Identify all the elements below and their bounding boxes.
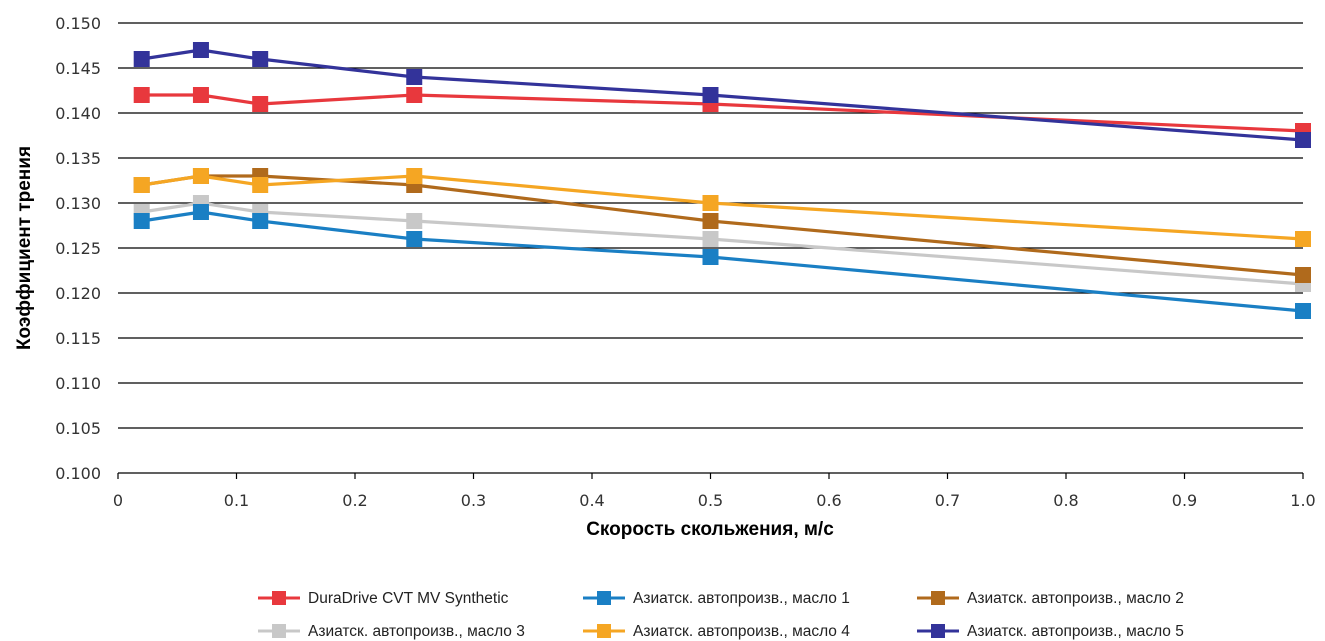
legend-item: Азиатск. автопроизв., масло 5 — [917, 623, 1184, 640]
data-point-marker — [702, 231, 719, 247]
data-point-marker — [406, 231, 423, 247]
legend: DuraDrive CVT MV Synthetic Азиатск. автоп… — [258, 590, 1184, 640]
x-tick-label: 0 — [113, 491, 123, 510]
data-point-marker — [133, 213, 150, 229]
data-point-marker — [192, 42, 209, 58]
legend-label: Азиатск. автопроизв., масло 1 — [633, 590, 850, 607]
legend-label: Азиатск. автопроизв., масло 2 — [967, 590, 1184, 607]
y-tick-label: 0.100 — [55, 464, 101, 483]
data-point-marker — [192, 168, 209, 184]
data-point-marker — [406, 87, 423, 103]
y-gridlines — [118, 22, 1303, 474]
data-point-marker — [133, 51, 150, 67]
series-2 — [133, 204, 1311, 319]
y-tick-label: 0.115 — [55, 329, 101, 348]
legend-item: Азиатск. автопроизв., масло 1 — [583, 590, 850, 607]
legend-item: DuraDrive CVT MV Synthetic — [258, 590, 509, 607]
legend-marker-swatch — [272, 591, 286, 605]
series-5 — [133, 168, 1311, 247]
data-point-marker — [192, 204, 209, 220]
data-point-marker — [702, 213, 719, 229]
legend-marker-swatch — [597, 624, 611, 638]
series-line — [141, 201, 1304, 286]
data-point-marker — [1295, 132, 1311, 148]
y-tick-label: 0.130 — [55, 194, 101, 213]
y-tick-label: 0.150 — [55, 14, 101, 33]
x-tick-label: 0.6 — [816, 491, 841, 510]
data-point-marker — [133, 177, 150, 193]
series-line — [141, 210, 1304, 313]
series-line — [141, 174, 1304, 241]
x-tick-label: 0.3 — [461, 491, 486, 510]
x-axis-title: Скорость скольжения, м/с — [586, 519, 834, 540]
x-tick-marks — [117, 473, 1304, 479]
data-point-marker — [702, 249, 719, 265]
data-point-marker — [702, 195, 719, 211]
series-4 — [133, 195, 1311, 292]
data-point-marker — [1295, 303, 1311, 319]
y-tick-label: 0.145 — [55, 59, 101, 78]
data-point-marker — [702, 87, 719, 103]
data-point-marker — [406, 168, 423, 184]
data-point-marker — [1295, 267, 1311, 283]
y-axis-title: Коэффициент трения — [14, 146, 35, 350]
data-point-marker — [192, 87, 209, 103]
y-tick-label: 0.125 — [55, 239, 101, 258]
x-tick-label: 0.1 — [224, 491, 249, 510]
legend-item: Азиатск. автопроизв., масло 2 — [917, 590, 1184, 607]
y-tick-label: 0.110 — [55, 374, 101, 393]
data-point-marker — [252, 177, 269, 193]
legend-marker-swatch — [272, 624, 286, 638]
legend-label: Азиатск. автопроизв., масло 4 — [633, 623, 850, 640]
x-tick-label: 1.0 — [1290, 491, 1315, 510]
y-tick-label: 0.105 — [55, 419, 101, 438]
y-tick-labels: 0.100 0.105 0.110 0.115 0.120 0.125 0.130 0.135… — [55, 14, 101, 483]
legend-marker-swatch — [931, 624, 945, 638]
legend-label: Азиатск. автопроизв., масло 5 — [967, 623, 1184, 640]
legend-label: DuraDrive CVT MV Synthetic — [308, 590, 509, 607]
x-tick-label: 0.9 — [1172, 491, 1197, 510]
y-tick-label: 0.120 — [55, 284, 101, 303]
series-lines — [133, 42, 1311, 319]
x-tick-label: 0.8 — [1053, 491, 1078, 510]
x-tick-label: 0.7 — [935, 491, 960, 510]
x-tick-label: 0.5 — [698, 491, 723, 510]
data-point-marker — [1295, 231, 1311, 247]
legend-item: Азиатск. автопроизв., масло 3 — [258, 623, 525, 640]
series-6 — [133, 42, 1311, 148]
legend-item: Азиатск. автопроизв., масло 4 — [583, 623, 850, 640]
legend-marker-swatch — [931, 591, 945, 605]
legend-label: Азиатск. автопроизв., масло 3 — [308, 623, 525, 640]
data-point-marker — [133, 87, 150, 103]
data-point-marker — [252, 96, 269, 112]
data-point-marker — [406, 69, 423, 85]
data-point-marker — [406, 213, 423, 229]
y-tick-label: 0.135 — [55, 149, 101, 168]
x-tick-labels: 0 0.1 0.2 0.3 0.4 0.5 0.6 0.7 0.8 0.9 1.0 — [113, 491, 1316, 510]
legend-marker-swatch — [597, 591, 611, 605]
y-tick-label: 0.140 — [55, 104, 101, 123]
x-tick-label: 0.4 — [579, 491, 604, 510]
series-line — [141, 93, 1304, 133]
data-point-marker — [252, 51, 269, 67]
x-tick-label: 0.2 — [342, 491, 367, 510]
series-line — [141, 174, 1304, 277]
series-line — [141, 48, 1304, 142]
data-point-marker — [252, 213, 269, 229]
